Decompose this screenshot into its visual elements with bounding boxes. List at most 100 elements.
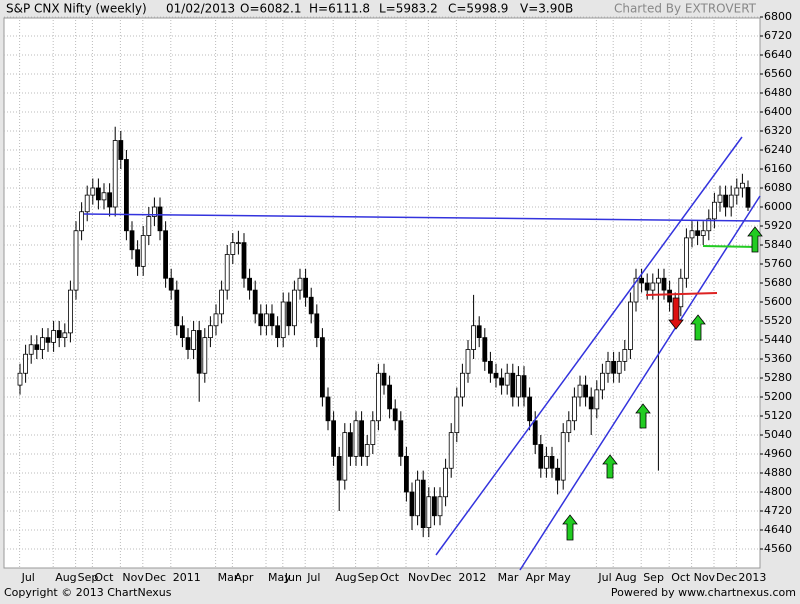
candle-body [168, 277, 174, 291]
candle-body [443, 467, 449, 498]
candle-body [342, 432, 348, 481]
candle-body [263, 313, 269, 327]
x-tick-label: Oct [671, 571, 691, 584]
candle-body [577, 384, 583, 398]
candle-body [465, 349, 471, 374]
candle-body [252, 289, 258, 315]
candle-body [431, 496, 437, 517]
support-line [645, 292, 718, 296]
candle-body [392, 408, 398, 422]
trend-line [435, 136, 743, 556]
candle-body [303, 277, 309, 298]
candle-body [370, 420, 376, 445]
x-tick-label: Jul [597, 571, 611, 584]
down-arrow [668, 297, 684, 330]
candle-body [566, 420, 572, 434]
y-tick-label: 6480 [764, 86, 792, 99]
candle-body [493, 372, 499, 379]
candle-body [650, 282, 656, 291]
volume: V=3.90B [520, 2, 573, 16]
candle-body [476, 325, 482, 339]
candle-body [409, 491, 415, 517]
candle-body [291, 289, 297, 327]
candle-body [359, 420, 365, 457]
candle-body [527, 396, 532, 422]
candle-body [107, 192, 112, 208]
candle-body [79, 211, 84, 232]
x-tick-label: Sep [643, 571, 664, 584]
candle-body [364, 444, 370, 457]
x-tick-label: Sep [78, 571, 99, 584]
high: H=6111.8 [309, 2, 370, 16]
candle-body [112, 140, 118, 208]
candle-body [73, 230, 79, 291]
trend-line [519, 195, 761, 571]
candle-body [454, 396, 460, 434]
x-tick-label: Nov [694, 571, 716, 584]
x-tick-label: Oct [380, 571, 400, 584]
candle-body [510, 372, 516, 398]
candle-body [129, 230, 135, 251]
candle-body [146, 216, 152, 236]
candle-body [202, 337, 208, 374]
y-tick-label: 5920 [764, 219, 792, 232]
candle-body [219, 289, 225, 315]
candle-body [336, 455, 342, 481]
candle-body [633, 277, 639, 303]
candle-body [387, 384, 393, 410]
candle-body [667, 289, 672, 303]
candle-body [745, 187, 751, 208]
candle-body [459, 372, 465, 398]
candle-body [235, 242, 241, 245]
trend-line [83, 213, 761, 222]
y-tick-label: 6000 [764, 200, 792, 213]
candle-body [135, 249, 141, 267]
candle-body [28, 344, 34, 355]
candle-body [174, 289, 180, 327]
candle-body [706, 218, 712, 232]
candle-body [538, 444, 544, 469]
candle-body [247, 277, 253, 291]
x-tick-label: May [548, 571, 571, 584]
y-tick-label: 6640 [764, 48, 792, 61]
x-tick-label: Mar [218, 571, 239, 584]
y-tick-label: 4720 [764, 504, 792, 517]
candle-body [717, 194, 723, 203]
candle-body [656, 277, 661, 284]
candle-body [723, 194, 728, 208]
y-tick-label: 6320 [764, 124, 792, 137]
candle-body [381, 372, 387, 386]
x-tick-label: 2013 [738, 571, 766, 584]
x-tick-label: Apr [526, 571, 546, 584]
x-tick-label: Sep [358, 571, 379, 584]
x-tick-label: Aug [55, 571, 76, 584]
candle-body [34, 344, 40, 350]
candle-body [661, 277, 667, 291]
x-tick-label: Dec [430, 571, 451, 584]
candle-body [594, 389, 600, 410]
candle-body [124, 159, 129, 232]
candle-body [426, 496, 432, 529]
y-tick-label: 6720 [764, 29, 792, 42]
arrows [562, 226, 763, 541]
y-tick-label: 5520 [764, 314, 792, 327]
x-tick-label: Mar [498, 571, 519, 584]
y-tick-label: 5280 [764, 371, 792, 384]
y-tick-label: 4640 [764, 523, 792, 536]
y-tick-label: 5360 [764, 352, 792, 365]
candle-body [62, 332, 68, 339]
candle-body [684, 237, 689, 279]
candle-body [544, 455, 549, 469]
candle-body [588, 396, 594, 410]
y-tick-label: 6560 [764, 67, 792, 80]
candle-body [84, 194, 90, 213]
candle-body [275, 325, 281, 339]
candle-body [286, 301, 292, 327]
x-tick-label: Oct [94, 571, 114, 584]
candle-body [532, 420, 538, 445]
candle-body [415, 479, 421, 517]
open: O=6082.1 [240, 2, 302, 16]
candle-body [639, 277, 644, 284]
